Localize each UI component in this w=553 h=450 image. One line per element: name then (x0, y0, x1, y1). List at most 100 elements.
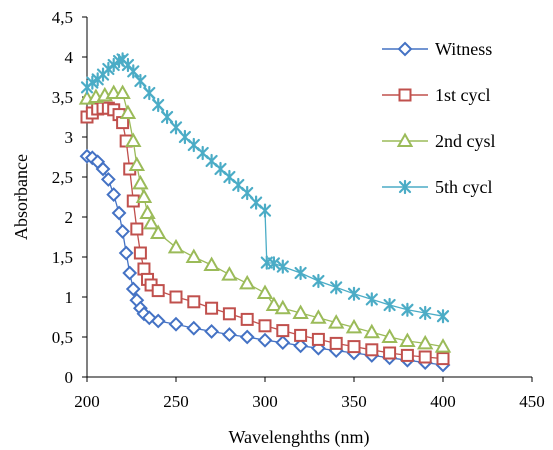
data-point (178, 129, 191, 145)
data-point (168, 316, 184, 332)
data-point (329, 336, 343, 350)
data-point (152, 97, 165, 113)
series-4 (80, 52, 450, 324)
data-point (238, 274, 256, 290)
data-point (125, 132, 142, 147)
y-tick-label: 1 (65, 288, 74, 307)
data-point (127, 64, 140, 79)
data-point (363, 323, 381, 339)
axes: 200 250 300 350 400 450 0 0,5 1 1,5 2 2,5 3 3,5 4 4,5 (52, 8, 545, 411)
data-point (292, 304, 309, 319)
data-point (416, 334, 434, 350)
data-point (149, 224, 167, 239)
data-point (381, 328, 398, 343)
series-3 (78, 84, 452, 353)
data-point (294, 328, 308, 342)
data-point (122, 265, 138, 281)
data-point (86, 75, 99, 90)
x-axis-title: Wavelenghths (nm) (228, 427, 369, 448)
data-point (257, 332, 273, 348)
legend: Witness 1st cycl 2nd cysl 5th cycl (382, 39, 496, 197)
data-point (275, 335, 291, 351)
data-point (134, 73, 147, 89)
data-point (137, 262, 151, 276)
data-point (223, 169, 236, 185)
data-point (114, 84, 131, 99)
data-point (203, 256, 220, 271)
data-point (256, 284, 274, 299)
y-tick-label: 4,5 (52, 8, 73, 27)
y-axis-title: Absorbance (11, 154, 31, 240)
data-point (239, 329, 255, 345)
x-tick-label: 450 (519, 392, 545, 411)
series-layer (78, 52, 452, 373)
data-point (399, 332, 416, 347)
y-tick-label: 2 (65, 208, 74, 227)
legend-swatch-marker (398, 179, 412, 195)
data-point (115, 223, 131, 239)
data-point (418, 350, 432, 364)
data-point (196, 145, 209, 161)
data-point (214, 161, 227, 177)
data-point (143, 85, 156, 101)
data-point (365, 292, 378, 307)
data-point (400, 348, 414, 362)
data-point (436, 309, 450, 324)
data-point (161, 109, 174, 125)
data-point (169, 120, 183, 135)
data-point (276, 324, 290, 338)
y-tick-label: 0 (65, 368, 74, 387)
data-point (205, 301, 219, 315)
data-point (135, 188, 153, 203)
legend-label: 1st cycl (435, 85, 491, 105)
data-point (330, 280, 343, 295)
data-point (111, 205, 127, 221)
legend-swatch-marker (396, 132, 414, 147)
x-tick-label: 200 (74, 392, 100, 411)
x-tick-label: 350 (341, 392, 367, 411)
y-tick-label: 1,5 (52, 248, 73, 267)
data-point (139, 204, 156, 219)
data-point (232, 177, 245, 193)
data-point (265, 296, 283, 311)
y-tick-label: 4 (65, 48, 74, 67)
legend-swatch-marker (398, 88, 412, 102)
legend-label: 5th cycl (435, 177, 492, 197)
legend-item: 1st cycl (382, 85, 491, 105)
data-point (311, 332, 325, 346)
data-point (310, 309, 327, 324)
legend-item: 5th cycl (382, 177, 492, 197)
x-tick-label: 300 (252, 392, 278, 411)
data-point (383, 297, 396, 313)
data-point (119, 104, 137, 119)
data-point (241, 185, 254, 201)
data-point (133, 246, 147, 260)
data-point (401, 302, 414, 317)
data-point (185, 248, 203, 263)
data-point (345, 318, 363, 334)
data-point (204, 323, 220, 339)
data-point (436, 352, 450, 366)
data-point (293, 338, 309, 354)
legend-item: Witness (382, 39, 492, 59)
data-point (142, 214, 160, 230)
data-point (132, 174, 149, 190)
data-point (383, 346, 397, 360)
data-point (274, 299, 292, 315)
data-point (419, 305, 432, 321)
data-point (130, 222, 144, 236)
data-point (294, 265, 307, 281)
y-tick-label: 3,5 (52, 88, 73, 107)
y-tick-label: 0,5 (52, 328, 73, 347)
legend-swatch-marker (397, 41, 413, 57)
data-point (365, 343, 379, 357)
x-tick-label: 250 (163, 392, 189, 411)
data-point (221, 327, 237, 343)
legend-label: 2nd cysl (435, 131, 496, 151)
data-point (95, 161, 111, 177)
data-point (150, 313, 166, 329)
data-point (187, 295, 201, 309)
data-point (258, 203, 272, 218)
y-tick-label: 3 (65, 128, 74, 147)
